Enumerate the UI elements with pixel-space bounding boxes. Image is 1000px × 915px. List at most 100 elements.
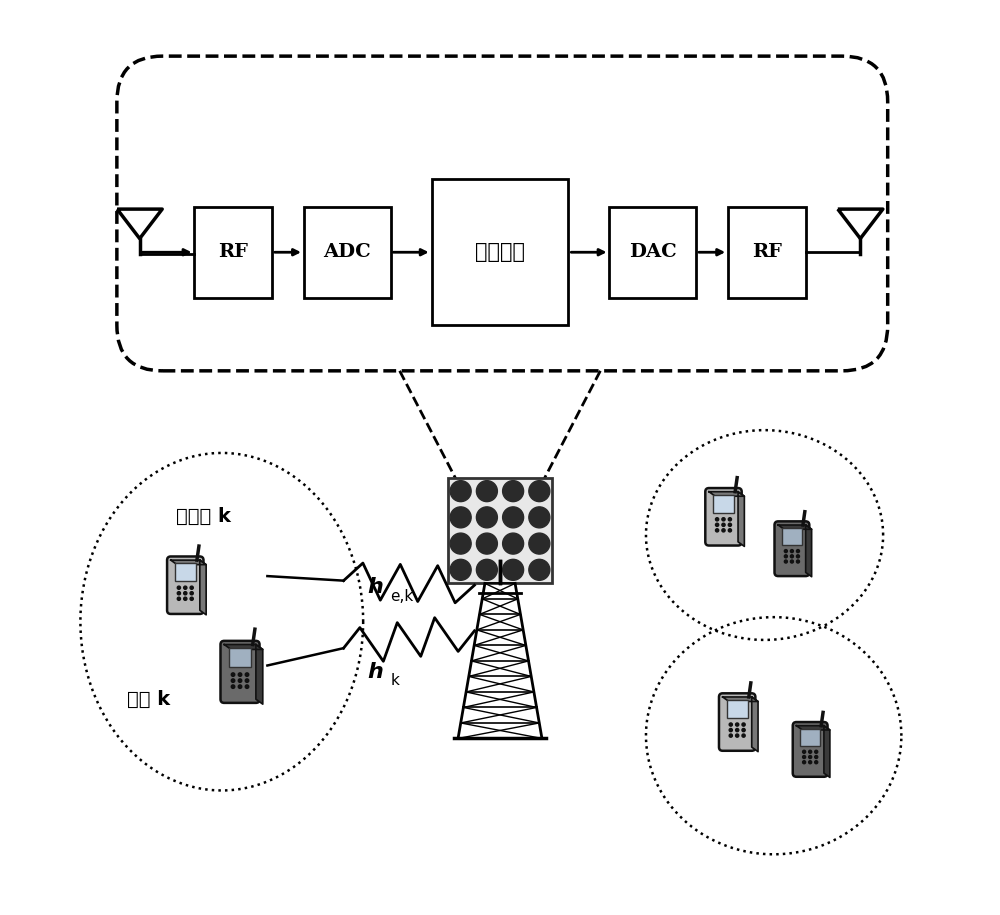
- Polygon shape: [256, 644, 263, 705]
- FancyBboxPatch shape: [728, 207, 806, 298]
- Circle shape: [450, 559, 471, 580]
- Circle shape: [503, 480, 524, 501]
- Circle shape: [450, 480, 471, 501]
- Bar: [727, 700, 748, 718]
- Circle shape: [815, 756, 818, 759]
- Polygon shape: [824, 726, 830, 778]
- Circle shape: [503, 559, 524, 580]
- Circle shape: [231, 685, 235, 688]
- Polygon shape: [224, 644, 263, 650]
- Circle shape: [184, 592, 187, 595]
- Circle shape: [529, 533, 550, 554]
- Circle shape: [790, 560, 793, 563]
- Circle shape: [529, 507, 550, 528]
- Circle shape: [476, 533, 497, 554]
- Text: DAC: DAC: [629, 243, 677, 262]
- Text: h: h: [368, 577, 384, 597]
- Circle shape: [503, 507, 524, 528]
- Polygon shape: [796, 726, 830, 730]
- Text: e,k: e,k: [391, 588, 414, 604]
- Text: RF: RF: [752, 243, 782, 262]
- Circle shape: [722, 529, 725, 532]
- Circle shape: [245, 679, 249, 683]
- FancyBboxPatch shape: [719, 694, 755, 751]
- Polygon shape: [778, 525, 812, 529]
- Bar: [229, 648, 251, 668]
- Text: 基站处理: 基站处理: [475, 242, 525, 263]
- Circle shape: [809, 750, 812, 753]
- Circle shape: [803, 750, 806, 753]
- Circle shape: [177, 592, 180, 595]
- Circle shape: [784, 550, 787, 553]
- Circle shape: [238, 673, 242, 676]
- Circle shape: [238, 679, 242, 683]
- FancyBboxPatch shape: [220, 640, 260, 703]
- Circle shape: [736, 728, 739, 732]
- Circle shape: [736, 734, 739, 737]
- FancyBboxPatch shape: [793, 722, 828, 777]
- Circle shape: [184, 587, 187, 589]
- Circle shape: [742, 728, 745, 732]
- Polygon shape: [200, 560, 206, 615]
- Text: 窃听者 k: 窃听者 k: [176, 507, 231, 526]
- Circle shape: [190, 592, 193, 595]
- FancyBboxPatch shape: [775, 522, 809, 576]
- Circle shape: [529, 559, 550, 580]
- Circle shape: [729, 728, 732, 732]
- Circle shape: [742, 723, 745, 727]
- Circle shape: [476, 559, 497, 580]
- FancyBboxPatch shape: [609, 207, 696, 298]
- Circle shape: [790, 554, 793, 558]
- Text: h: h: [368, 662, 384, 682]
- Circle shape: [736, 723, 739, 727]
- Bar: [800, 728, 820, 746]
- Text: RF: RF: [218, 243, 248, 262]
- Circle shape: [803, 760, 806, 764]
- Circle shape: [796, 550, 799, 553]
- FancyBboxPatch shape: [432, 179, 568, 325]
- Text: k: k: [391, 673, 399, 688]
- Circle shape: [245, 685, 249, 688]
- Circle shape: [231, 679, 235, 683]
- Polygon shape: [709, 491, 744, 496]
- Circle shape: [728, 518, 732, 521]
- Circle shape: [476, 507, 497, 528]
- FancyBboxPatch shape: [304, 207, 391, 298]
- Circle shape: [177, 587, 180, 589]
- Circle shape: [790, 550, 793, 553]
- FancyBboxPatch shape: [705, 488, 742, 545]
- Circle shape: [722, 518, 725, 521]
- Polygon shape: [723, 697, 758, 702]
- Bar: [782, 528, 802, 545]
- Circle shape: [796, 560, 799, 563]
- Bar: [175, 563, 196, 581]
- Circle shape: [784, 554, 787, 558]
- Circle shape: [728, 523, 732, 526]
- Circle shape: [715, 529, 719, 532]
- Bar: [448, 478, 552, 583]
- Circle shape: [729, 734, 732, 737]
- Circle shape: [722, 523, 725, 526]
- Circle shape: [728, 529, 732, 532]
- Circle shape: [803, 756, 806, 759]
- Polygon shape: [806, 525, 812, 576]
- Circle shape: [815, 760, 818, 764]
- Circle shape: [450, 507, 471, 528]
- Circle shape: [238, 685, 242, 688]
- Text: 用户 k: 用户 k: [127, 690, 170, 709]
- Circle shape: [245, 673, 249, 676]
- Circle shape: [729, 723, 732, 727]
- Circle shape: [815, 750, 818, 753]
- Circle shape: [715, 518, 719, 521]
- Bar: [713, 495, 734, 512]
- Circle shape: [809, 756, 812, 759]
- Circle shape: [796, 554, 799, 558]
- Polygon shape: [171, 560, 206, 565]
- Circle shape: [742, 734, 745, 737]
- Circle shape: [784, 560, 787, 563]
- Circle shape: [529, 480, 550, 501]
- Circle shape: [177, 597, 180, 600]
- Circle shape: [190, 597, 193, 600]
- Polygon shape: [738, 491, 744, 546]
- Circle shape: [715, 523, 719, 526]
